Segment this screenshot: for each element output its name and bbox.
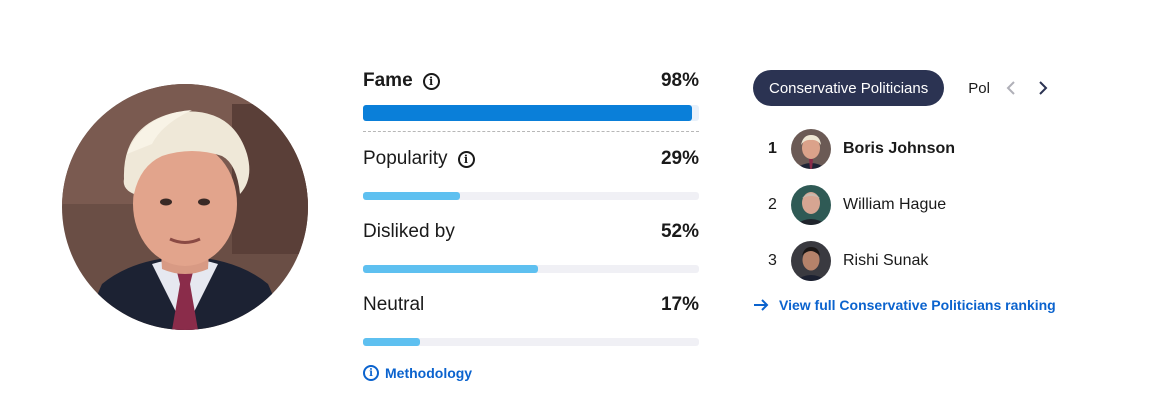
disliked-value: 52%: [660, 221, 699, 242]
neutral-bar-fill: [363, 338, 421, 346]
avatar: [791, 241, 831, 281]
neutral-metric: Neutral 17%: [363, 290, 699, 346]
fame-label-group: Fame i: [363, 70, 440, 92]
tab-conservative-politicians[interactable]: Conservative Politicians: [753, 70, 945, 106]
info-icon[interactable]: i: [457, 150, 475, 168]
fame-bar-fill: [363, 105, 693, 121]
rank-number: 3: [768, 252, 777, 269]
chevron-left-icon[interactable]: [1000, 77, 1022, 99]
ranking-name: William Hague: [843, 196, 947, 213]
popularity-value: 29%: [660, 148, 699, 169]
neutral-bar: [363, 338, 699, 346]
rank-number: 1: [768, 140, 777, 157]
info-icon: i: [363, 365, 379, 381]
neutral-label-group: Neutral: [363, 294, 424, 316]
arrow-right-icon: [754, 299, 769, 311]
methodology-label: Methodology: [385, 365, 473, 381]
ranking-tabs: Conservative Politicians Pol: [753, 70, 1113, 106]
methodology-link[interactable]: i Methodology: [363, 365, 699, 381]
neutral-value: 17%: [660, 294, 699, 315]
ranking-name: Rishi Sunak: [843, 252, 929, 269]
ranking-item-rishi-sunak[interactable]: 3 Rishi Sunak: [753, 241, 1113, 281]
fame-value: 98%: [660, 70, 699, 91]
view-full-ranking-link[interactable]: View full Conservative Politicians ranki…: [753, 297, 1113, 313]
disliked-bar: [363, 265, 699, 273]
fame-metric: Fame i 98%: [363, 66, 699, 132]
ranking-item-william-hague[interactable]: 2 William Hague: [753, 185, 1113, 225]
tab-politicians[interactable]: Pol: [968, 79, 990, 97]
ranking-item-boris-johnson[interactable]: 1 Boris Johnson: [753, 129, 1113, 169]
rank-number: 2: [768, 196, 777, 213]
fame-bar: [363, 105, 699, 121]
chevron-right-icon[interactable]: [1032, 77, 1054, 99]
avatar: [791, 185, 831, 225]
avatar: [791, 129, 831, 169]
ranking-list: 1 Boris Johnson 2 William Hague 3 Rishi …: [753, 129, 1113, 281]
info-icon[interactable]: i: [422, 72, 440, 90]
popularity-label: Popularity: [363, 148, 448, 169]
fame-label: Fame: [363, 70, 413, 91]
disliked-label: Disliked by: [363, 221, 455, 242]
popularity-bar: [363, 192, 699, 200]
disliked-metric: Disliked by 52%: [363, 217, 699, 273]
metrics-panel: Fame i 98% Popularity i 29% Disliked by: [363, 66, 699, 381]
disliked-bar-fill: [363, 265, 538, 273]
popularity-bar-fill: [363, 192, 461, 200]
disliked-label-group: Disliked by: [363, 221, 455, 243]
popularity-metric: Popularity i 29%: [363, 144, 699, 200]
view-full-ranking-label: View full Conservative Politicians ranki…: [779, 297, 1056, 313]
popularity-label-group: Popularity i: [363, 148, 475, 170]
ranking-name: Boris Johnson: [843, 140, 956, 157]
neutral-label: Neutral: [363, 294, 425, 315]
profile-photo: [62, 84, 308, 330]
ranking-panel: Conservative Politicians Pol 1 Boris Joh…: [753, 70, 1113, 313]
